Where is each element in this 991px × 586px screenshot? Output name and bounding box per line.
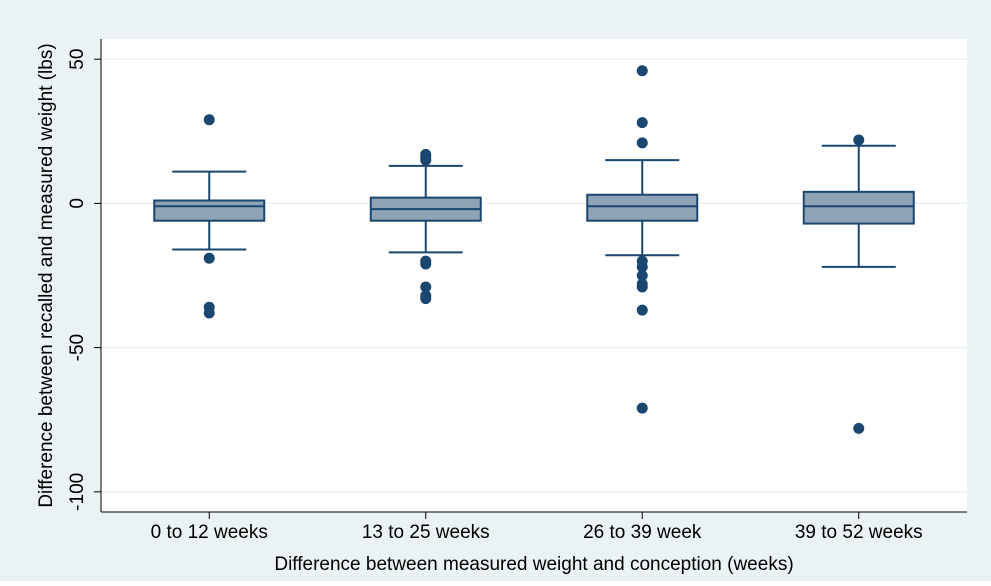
outlier-point <box>853 134 865 146</box>
outlier-point <box>636 270 648 281</box>
box-group <box>802 134 915 434</box>
plot-area <box>101 39 967 512</box>
outlier-point <box>203 114 215 126</box>
box-iqr <box>802 190 915 225</box>
x-axis-title: Difference between measured weight and c… <box>274 554 793 575</box>
x-tick-label: 0 to 12 weeks <box>151 522 268 543</box>
y-tick-label: 0 <box>67 198 88 209</box>
y-tick-label: -50 <box>67 334 88 361</box>
outlier-point <box>636 402 648 414</box>
box-iqr <box>153 199 266 222</box>
box-group <box>153 114 266 319</box>
outlier-point <box>636 261 648 273</box>
outlier-point <box>636 65 648 77</box>
outlier-point <box>420 293 432 305</box>
y-axis-title: Difference between recalled and measured… <box>36 43 57 507</box>
x-tick-label: 13 to 25 weeks <box>362 522 490 543</box>
outlier-point <box>636 117 648 129</box>
y-tick-label: 50 <box>67 49 88 70</box>
axes: 50 0 -50 -100 0 to 12 weeks 13 to 25 weeks 26 … <box>67 39 967 543</box>
outlier-point <box>420 154 432 166</box>
x-tick-label: 39 to 52 weeks <box>795 522 923 543</box>
outlier-point <box>636 137 648 149</box>
boxes <box>153 65 915 434</box>
box-iqr <box>586 193 699 222</box>
outlier-point <box>636 304 648 316</box>
outlier-point <box>636 281 648 293</box>
outlier-point <box>853 422 865 434</box>
outlier-point <box>203 252 215 264</box>
outlier-point <box>420 281 432 293</box>
x-tick-label: 26 to 39 week <box>583 522 702 543</box>
box-group <box>369 148 482 305</box>
outlier-point <box>420 258 432 270</box>
box-group <box>586 65 699 414</box>
outlier-point <box>203 307 215 319</box>
y-tick-label: -100 <box>67 473 88 511</box>
